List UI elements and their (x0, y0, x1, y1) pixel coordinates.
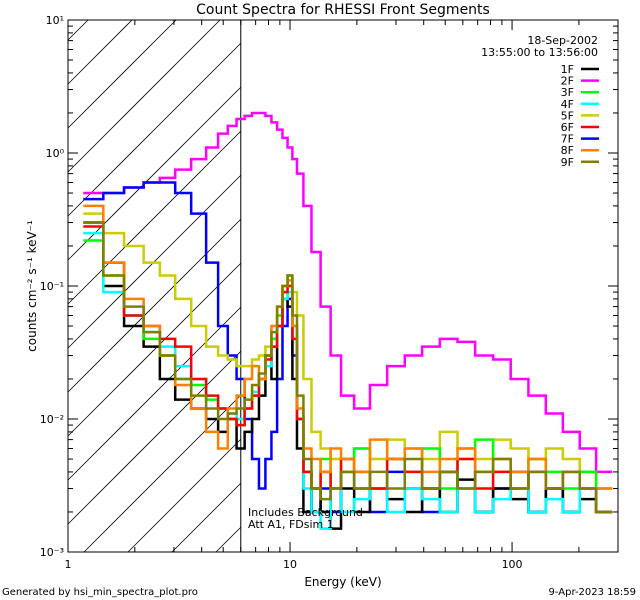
legend-label-4F: 4F (561, 98, 574, 111)
hatch-line (67, 42, 242, 217)
x-tick-label: 1 (65, 558, 72, 571)
legend-date: 18-Sep-2002 (527, 34, 598, 47)
y-tick-label: 10⁻³ (40, 546, 64, 559)
hatch-line (67, 130, 242, 305)
hatched-region (67, 19, 242, 553)
y-tick-label: 10⁻² (40, 413, 64, 426)
legend-label-9F: 9F (561, 156, 574, 169)
series-line-6F (83, 225, 613, 514)
series-line-5F (83, 212, 613, 490)
hatch-line (67, 262, 242, 437)
series-line-9F (83, 221, 613, 514)
hatch-line (67, 218, 242, 393)
hatch-line (127, 438, 242, 553)
hatch-line (171, 482, 242, 553)
hatch-line (215, 526, 242, 553)
y-tick-label: 10⁰ (46, 147, 65, 160)
legend-label-7F: 7F (561, 133, 574, 146)
hatch-line (67, 350, 242, 525)
x-tick-label: 100 (502, 558, 523, 571)
series-line-3F (83, 239, 613, 490)
y-tick-label: 10¹ (46, 14, 64, 27)
annotation-attenuator: Att A1, FDsim 1 (248, 518, 334, 531)
annotation-background: Includes Background (248, 506, 363, 519)
y-axis-label: counts cm⁻² s⁻¹ keV⁻¹ (25, 220, 39, 352)
legend-time-range: 13:55:00 to 13:56:00 (481, 46, 598, 59)
series-line-1F (83, 221, 613, 530)
hatch-line (67, 19, 177, 129)
hatch-line (67, 19, 89, 41)
hatch-line (67, 306, 242, 481)
chart-title: Count Spectra for RHESSI Front Segments (196, 2, 490, 18)
series-line-2F (83, 111, 613, 474)
legend-label-3F: 3F (561, 86, 574, 99)
legend-label-6F: 6F (561, 121, 574, 134)
footer-timestamp: 9-Apr-2023 18:59 (549, 587, 636, 598)
hatch-line (67, 19, 133, 85)
footer-generated-by: Generated by hsi_min_spectra_plot.pro (2, 587, 198, 598)
legend-label-8F: 8F (561, 144, 574, 157)
legend-label-2F: 2F (561, 75, 574, 88)
y-tick-label: 10⁻¹ (40, 280, 64, 293)
x-tick-label: 10 (283, 558, 297, 571)
hatch-line (83, 394, 242, 553)
legend-label-1F: 1F (561, 63, 574, 76)
hatch-line (67, 86, 242, 261)
hatch-line (67, 19, 221, 173)
x-axis-label: Energy (keV) (304, 575, 381, 589)
legend-label-5F: 5F (561, 109, 574, 122)
series-line-4F (83, 231, 613, 530)
